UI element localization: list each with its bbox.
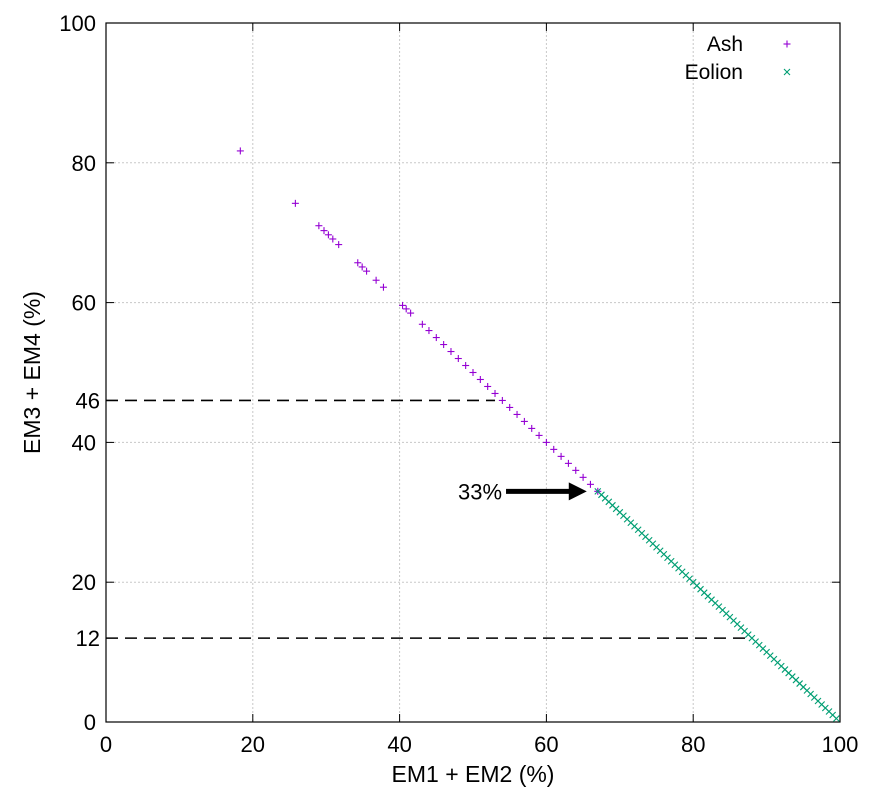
ash-point [462,362,470,370]
ash-point [447,348,455,356]
ash-point [557,452,565,460]
ash-point [586,480,594,488]
reference-line-label: 12 [76,626,100,651]
grid [106,23,840,722]
x-tick-label: 80 [681,732,705,757]
eolion-point [832,715,840,722]
ash-point [469,369,477,376]
ash-point [315,222,323,230]
legend-label: Ash [707,33,743,56]
ash-point [372,276,380,284]
y-tick-label: 60 [72,291,96,316]
ash-point [335,241,343,249]
annotations: 46 12 33% [76,388,749,651]
ash-point [440,341,448,349]
ash-point [579,473,587,481]
ash-point [432,334,440,342]
ash-point [454,355,462,363]
arrow-head [568,482,587,501]
ash-point [528,424,536,432]
eolion-series [594,487,840,722]
y-tick-label: 20 [72,570,96,595]
plot-frame [105,22,841,723]
x-tick-label: 100 [822,732,859,757]
y-tick-label: 100 [59,11,96,36]
ash-point [542,438,550,446]
ash-point [535,431,543,439]
ash-point [484,382,492,390]
ash-point [407,309,415,317]
axis-ticks: 0 20 40 60 80 100 0 20 40 60 80 100 [59,11,858,757]
ash-point [236,147,244,155]
ash-point [513,410,521,418]
ash-point [476,375,484,383]
ash-point [379,283,387,291]
y-tick-label: 40 [72,430,96,455]
ash-point [498,396,506,404]
ash-point [402,305,410,313]
data-points [236,147,840,722]
x-axis-label: EM1 + EM2 (%) [392,761,555,787]
ash-point [506,403,514,411]
x-tick-label: 20 [241,732,265,757]
eolion-point [783,68,791,76]
ash-series [236,147,602,495]
ash-point [418,320,426,328]
ash-point [572,466,580,474]
x-tick-label: 40 [387,732,411,757]
x-tick-label: 60 [534,732,558,757]
ash-point [564,459,572,467]
ash-point [354,259,362,267]
ash-point [520,417,528,425]
ash-point [320,227,328,235]
ash-point [363,267,371,275]
ash-point [329,235,337,243]
reference-line-label: 46 [76,388,100,413]
ash-point [358,263,366,271]
ash-point [550,445,558,453]
legend-label: Eolion [685,61,743,84]
arrow-label: 33% [458,479,502,504]
ash-point [324,231,332,239]
legend: Ash Eolion [685,33,791,84]
y-tick-label: 80 [72,151,96,176]
ash-point [399,301,407,309]
ash-point [291,199,299,207]
y-tick-label: 0 [84,710,96,735]
x-tick-label: 0 [100,732,112,757]
ash-point [491,389,499,397]
ash-point [425,327,433,335]
y-axis-label: EM3 + EM4 (%) [19,291,45,454]
ash-point [783,40,791,48]
